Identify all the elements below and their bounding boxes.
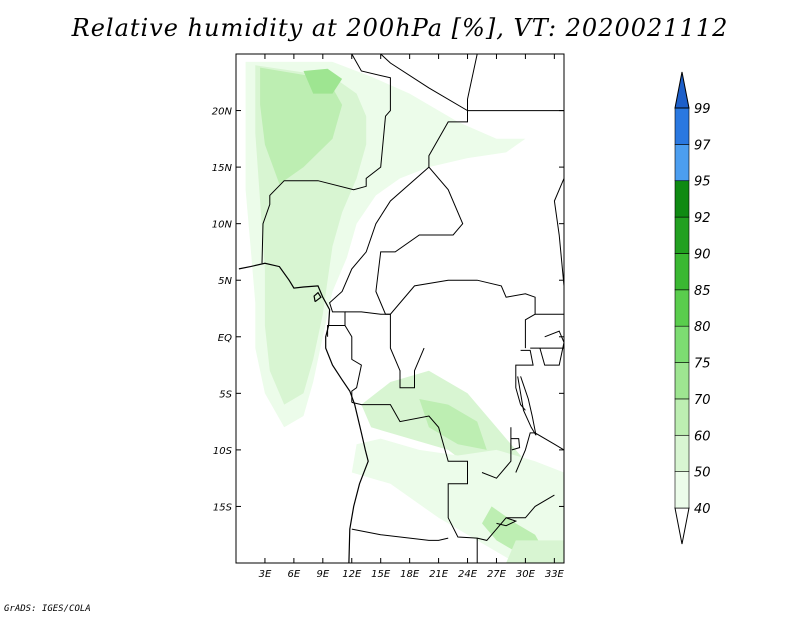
country-border — [351, 54, 536, 349]
colorbar-segment — [674, 398, 690, 436]
colorbar-segment — [674, 434, 690, 472]
lon-tick-label: 9E — [316, 569, 329, 580]
lon-tick-label: 3E — [259, 569, 272, 580]
colorbar-label: 85 — [694, 284, 711, 299]
colorbar-label: 95 — [694, 175, 711, 190]
lon-tick-label: 30E — [516, 569, 536, 580]
colorbar-label: 80 — [694, 320, 711, 335]
colorbar-low-triangle — [674, 507, 690, 545]
colorbar-label: 70 — [694, 393, 711, 408]
country-border — [515, 432, 564, 473]
colorbar-label: 99 — [694, 102, 711, 117]
country-border — [261, 54, 391, 264]
lon-tick-label: 27E — [487, 569, 507, 580]
colorbar-segment — [674, 180, 690, 218]
humidity-region-60 — [506, 540, 564, 563]
lon-tick-label: 18E — [400, 569, 420, 580]
lat-tick-label: 10S — [213, 446, 233, 457]
humidity-region-70 — [260, 67, 343, 185]
colorbar-segment — [674, 325, 690, 363]
country-border — [467, 54, 478, 111]
map-frame — [235, 53, 565, 564]
lon-tick-label: 24E — [458, 569, 478, 580]
colorbar-label: 75 — [694, 357, 711, 372]
lat-tick-label: 15S — [213, 502, 233, 513]
colorbar-label: 90 — [694, 247, 711, 262]
coastline — [313, 291, 322, 303]
humidity-region-70 — [419, 399, 487, 450]
coastline — [238, 262, 369, 563]
lat-tick-label: 15N — [212, 163, 233, 174]
lat-tick-label: 10N — [212, 220, 233, 231]
boundary-layer — [238, 54, 564, 563]
lake-outline — [496, 517, 518, 527]
colorbar-label: 97 — [694, 138, 711, 153]
longitude-axis: 3E 6E 9E 12E 15E 18E 21E 24E 27E 30E 33E — [259, 54, 565, 580]
country-border — [481, 427, 512, 479]
lake-outline — [563, 444, 564, 447]
colorbar-segment — [674, 362, 690, 400]
colorbar-label: 92 — [694, 211, 711, 226]
lon-tick-label: 12E — [342, 569, 362, 580]
lake-outline — [539, 330, 564, 366]
humidity-fill-layer — [240, 59, 564, 563]
lat-tick-label: 5N — [218, 276, 232, 287]
colorbar-segment — [674, 144, 690, 182]
colorbar-segment — [674, 107, 690, 145]
lat-tick-label: 5S — [219, 389, 232, 400]
lat-tick-label: EQ — [218, 333, 232, 344]
country-border — [553, 178, 564, 286]
colorbar: 40 50 60 70 75 80 85 90 92 95 97 99 — [674, 71, 711, 545]
lake-outline — [517, 376, 537, 436]
lon-tick-label: 15E — [371, 569, 391, 580]
grads-credit: GrADS: IGES/COLA — [4, 604, 91, 614]
lon-tick-label: 6E — [288, 569, 301, 580]
colorbar-label: 40 — [694, 502, 711, 517]
colorbar-high-triangle — [674, 71, 690, 109]
map-border — [235, 53, 565, 564]
lat-tick-label: 20N — [212, 107, 233, 118]
country-border — [515, 349, 534, 411]
lon-tick-label: 33E — [545, 569, 565, 580]
map-title: Relative humidity at 200hPa [%], VT: 202… — [71, 14, 729, 42]
humidity-region-75 — [303, 68, 343, 94]
country-border — [327, 166, 430, 337]
colorbar-segment — [674, 216, 690, 254]
colorbar-segment — [674, 471, 690, 509]
colorbar-label: 60 — [694, 429, 711, 444]
latitude-axis: 20N 15N 10N 5N EQ 5S 10S 15S — [212, 107, 564, 513]
colorbar-segment — [674, 253, 690, 291]
country-border — [344, 325, 362, 403]
colorbar-segment — [674, 289, 690, 327]
country-border — [351, 528, 449, 541]
colorbar-label: 50 — [694, 466, 711, 481]
lon-tick-label: 21E — [429, 569, 449, 580]
country-border — [345, 311, 425, 389]
lake-outline — [510, 438, 521, 451]
